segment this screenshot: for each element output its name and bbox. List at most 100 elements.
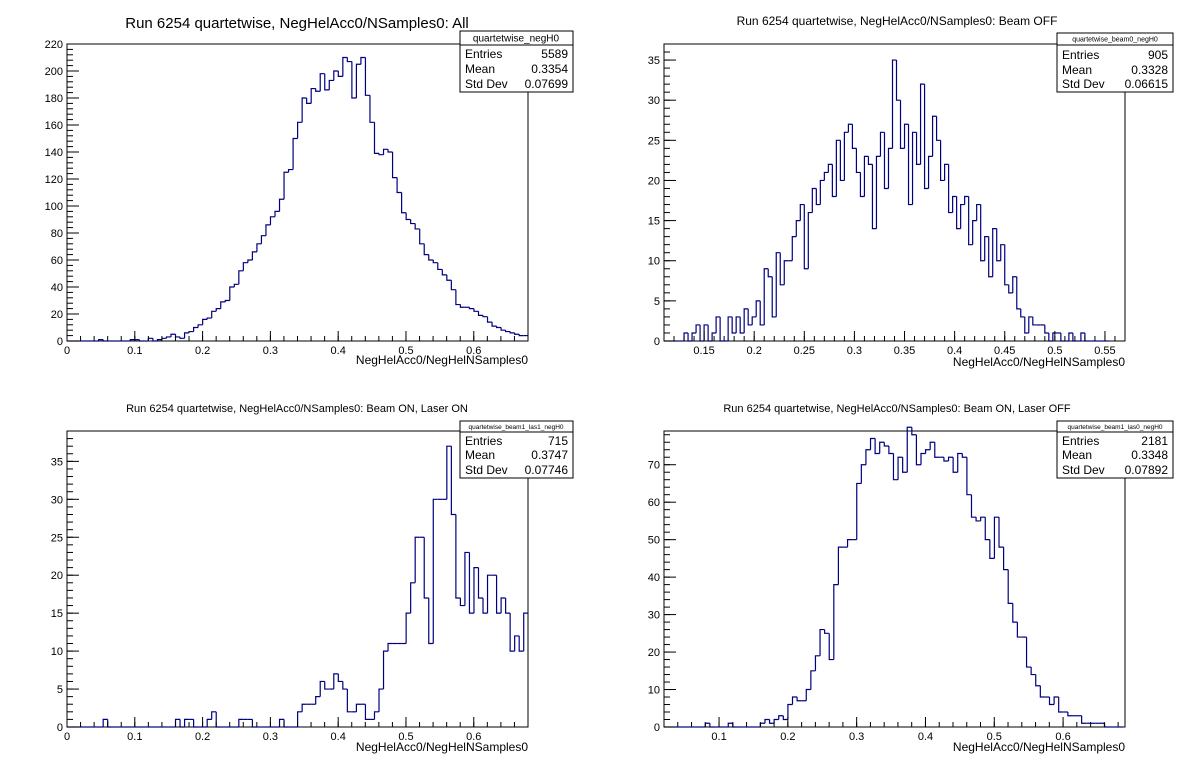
y-tick-label: 70 [648,460,660,472]
histogram-bar [310,87,316,104]
histogram-bar [897,456,903,480]
x-tick-label: 0.3 [847,345,862,357]
histogram-bar [828,633,834,661]
histogram-bar [815,188,821,206]
histogram-bar [879,441,885,454]
stats-mean-value: 0.3348 [1131,448,1168,462]
histogram-bar [1012,276,1017,293]
y-tick-label: 25 [51,532,63,544]
stats-mean-label: Mean [465,62,495,76]
stats-stddev-value: 0.07699 [525,77,569,91]
histogram-bar [333,70,339,81]
histogram-bar [278,198,285,212]
histogram-bar [934,442,940,458]
stats-entries-label: Entries [465,47,502,61]
y-tick-label: 30 [51,494,63,506]
histogram-bar [428,597,434,645]
stats-entries-value: 905 [1148,48,1168,62]
histogram-bar [831,164,837,198]
stats-mean-label: Mean [465,448,495,462]
histogram-bar [468,552,474,614]
y-tick-label: 20 [648,647,660,659]
histogram-bar [980,204,985,262]
histogram-bar [500,327,506,331]
x-tick-label: 0.2 [780,731,795,743]
histogram-bar [387,149,393,153]
histogram-bar [170,333,176,337]
histogram-bar [193,326,199,332]
histogram-bar [220,301,226,309]
histogram-bar [238,270,244,285]
histogram-bar [827,163,833,173]
histogram-bar [943,457,949,462]
histogram-bar [464,551,470,606]
histogram-bar [875,155,881,229]
histogram-bar [468,307,474,310]
histogram-bar [102,339,108,342]
histogram-bar [1032,316,1037,326]
histogram-bar [274,210,280,217]
histogram-bar [382,148,389,155]
histogram-bar [1004,244,1009,286]
histogram-bar [364,704,370,721]
histogram-bar [915,132,921,166]
histogram-bar [739,316,745,334]
histogram-bar [691,332,697,341]
histogram-bar [1053,696,1059,705]
histogram-bar [391,152,398,179]
stats-stddev-value: 0.06615 [1125,77,1169,91]
histogram-bar [432,260,438,264]
histogram-bar [856,482,862,540]
histogram-bar [278,718,285,727]
histogram-bar [1020,308,1025,318]
histogram-bar [315,88,321,92]
histogram-bar [373,122,380,154]
histogram-bar [387,642,393,652]
histogram-bar [956,196,961,230]
histogram-bar [915,434,921,466]
histogram-bar [514,635,520,652]
y-tick-label: 20 [51,570,63,582]
histogram-bar [879,131,885,157]
stats-mean-label: Mean [1062,448,1092,462]
histogram-bar [1035,674,1041,687]
y-tick-label: 10 [648,256,660,268]
histogram-bar [799,203,805,221]
histogram-bar [892,453,899,481]
x-tick-label: 0.6 [466,345,481,357]
histogram-bar [919,83,925,165]
histogram-bar [767,268,773,278]
stats-histogram-name: quartetwise_beam0_negH0 [1072,37,1158,44]
histogram-bar [369,95,375,123]
histogram-bar [902,457,908,473]
histogram-bar [342,681,348,690]
histogram-bar [835,139,841,197]
histogram-bar [165,336,171,339]
histogram-bar [966,457,972,496]
histogram-bar [988,236,993,278]
histogram-bar [984,517,990,541]
x-tick-label: 0.3 [263,731,278,743]
histogram-bar [319,680,325,697]
histogram-bar [992,228,997,277]
histogram-bar [1068,332,1073,341]
histogram-bar [867,156,873,166]
histogram-bar [782,715,788,721]
panel-all: Run 6254 quartetwise, NegHelAcc0/NSample… [45,15,574,367]
x-tick-label: 0.5 [398,731,413,743]
histogram-bar [865,449,871,465]
stats-stddev-label: Std Dev [1062,77,1105,91]
histogram-bar [437,262,443,271]
histogram-bar [446,274,452,281]
histogram-bar [197,324,203,328]
y-tick-label: 200 [45,66,63,78]
histogram-bar [787,703,793,720]
histogram-bar [1048,697,1055,706]
histogram-bar [743,308,749,333]
histogram-bar [1028,316,1033,333]
histogram-bar [952,457,958,473]
histogram-bar [819,179,825,205]
x-axis-label: NegHelAcc0/NegHelNSamples0 [356,740,528,754]
histogram-bar [315,696,321,705]
x-tick-label: 0.4 [331,345,346,357]
